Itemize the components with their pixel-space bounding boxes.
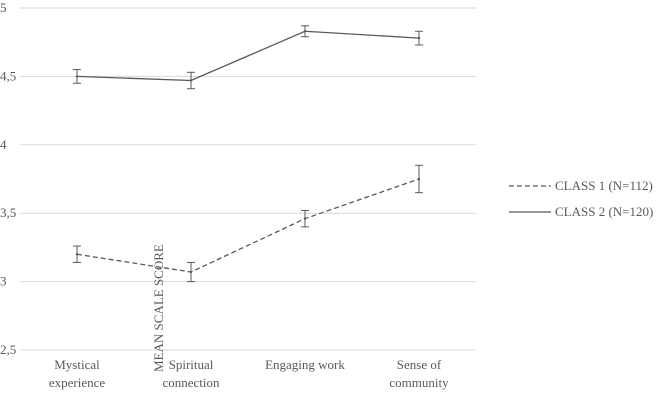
y-axis-ticks: 5 4,5 4 3,5 3 2,5: [0, 0, 16, 357]
x-category-label: Engaging work: [265, 357, 345, 372]
series-2: [73, 25, 423, 90]
gridlines: [20, 7, 476, 351]
x-axis-categories: Mystical experience Spiritual connection Eng…: [49, 357, 449, 390]
legend: CLASS 1 (N=112) CLASS 2 (N=120): [509, 178, 653, 219]
series-line: [76, 30, 420, 82]
data-point: [189, 79, 193, 82]
series-lines: [73, 25, 423, 283]
data-point: [75, 253, 79, 256]
y-axis-label: MEAN SCALE SCORE: [151, 244, 166, 372]
data-point: [417, 177, 421, 181]
y-tick-label: 4: [0, 137, 7, 152]
y-tick-label: 5: [0, 0, 7, 15]
y-tick-label: 2,5: [0, 342, 16, 357]
series-line: [76, 178, 420, 273]
legend-label: CLASS 1 (N=112): [555, 178, 653, 193]
y-tick-label: 4,5: [0, 68, 16, 83]
data-point: [189, 270, 193, 274]
series-1: [73, 164, 423, 283]
data-point: [417, 36, 421, 40]
legend-item: CLASS 1 (N=112): [509, 178, 653, 193]
data-point: [303, 30, 307, 33]
x-category-label: Mystical experience: [49, 357, 106, 390]
legend-label: CLASS 2 (N=120): [555, 204, 653, 219]
data-point: [303, 217, 307, 220]
x-category-label: Spiritual connection: [162, 357, 220, 390]
y-tick-label: 3,5: [0, 205, 16, 220]
legend-item: CLASS 2 (N=120): [509, 204, 653, 219]
y-tick-label: 3: [0, 274, 7, 289]
x-category-label: Sense of community: [389, 357, 449, 390]
data-point: [75, 75, 79, 78]
